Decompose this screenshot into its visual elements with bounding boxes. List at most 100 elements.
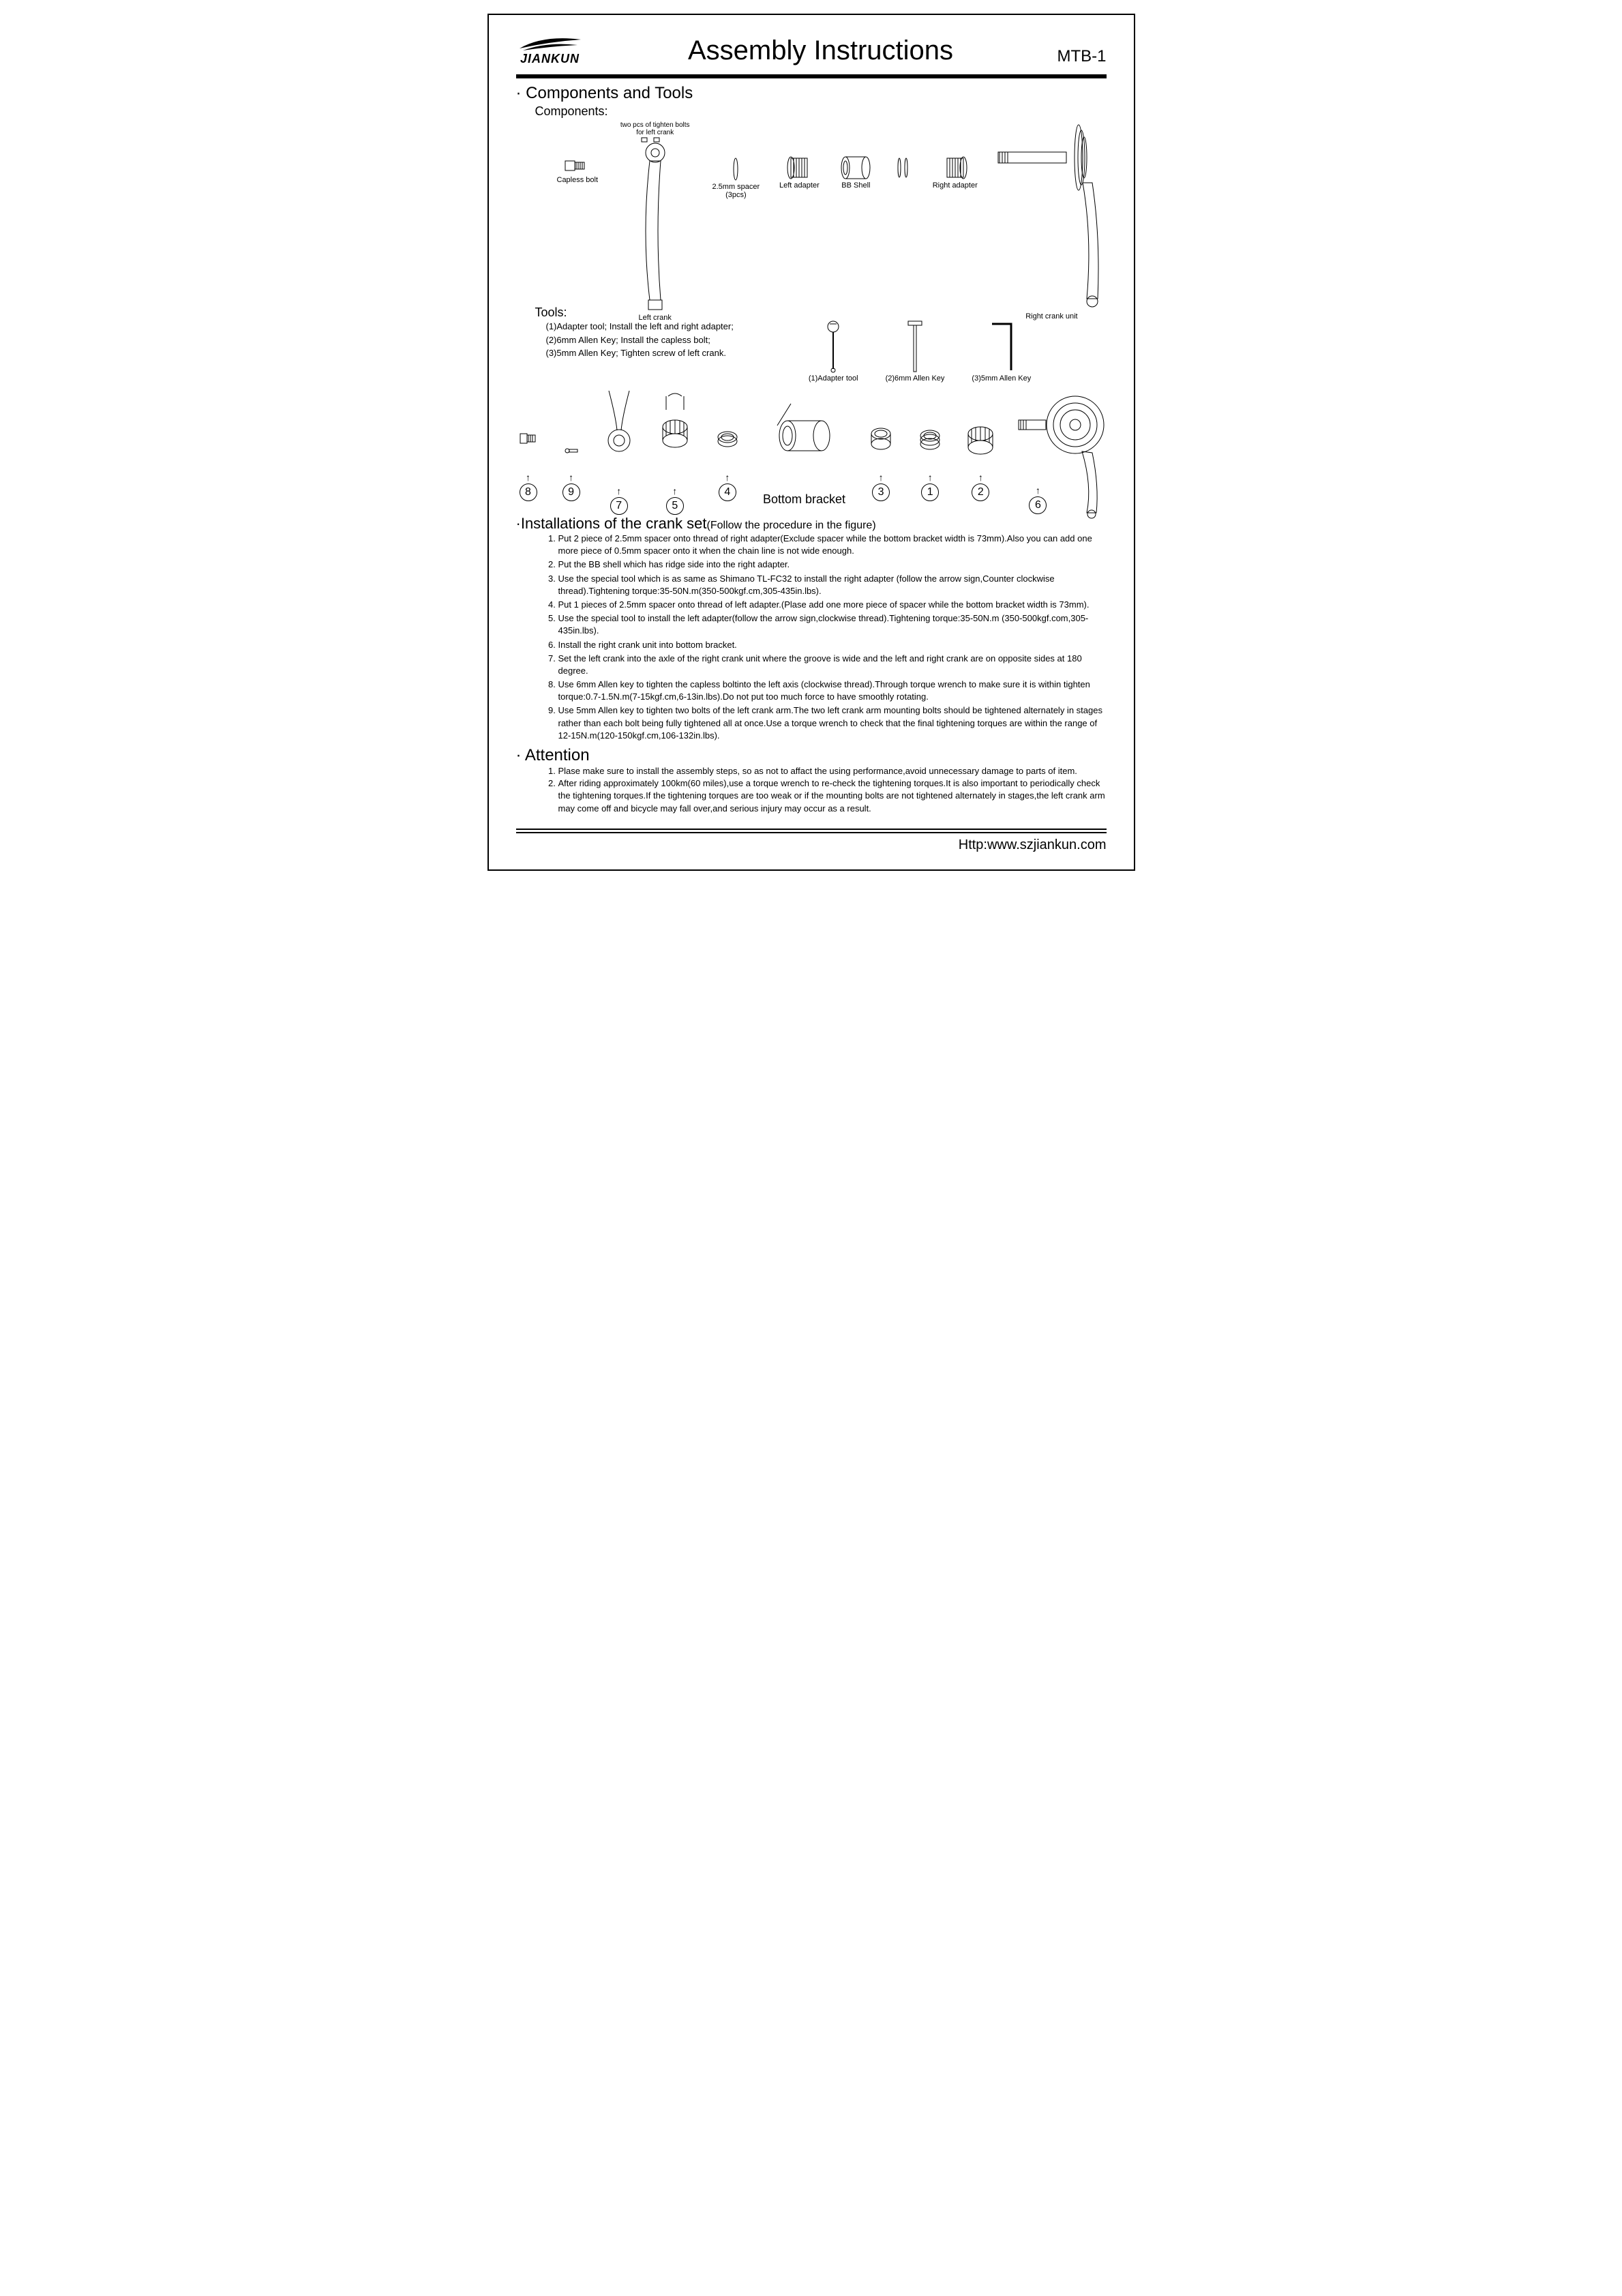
- exp-4: ↑ 4: [714, 403, 741, 501]
- exp-8: ↑ 8: [516, 403, 541, 501]
- tools-list: (1)Adapter tool; Install the left and ri…: [546, 320, 734, 360]
- tools-icons: (1)Adapter tool (2)6mm Allen Key (3)5mm …: [809, 320, 1031, 383]
- spacer-label: 2.5mm spacer (3pcs): [712, 183, 760, 199]
- install-subtitle: (Follow the procedure in the figure): [707, 520, 876, 531]
- allen6-label: (2)6mm Allen Key: [886, 374, 945, 383]
- right-crank-icon: [997, 121, 1106, 312]
- adapter-tool-icon: [823, 320, 843, 374]
- allen6-icon: [905, 320, 925, 374]
- comp-washers: [892, 155, 913, 180]
- attention-step: Plase make sure to install the assembly …: [558, 765, 1107, 777]
- exp-spacer4-icon: [714, 403, 741, 471]
- install-steps-list: Put 2 piece of 2.5mm spacer onto thread …: [546, 533, 1107, 742]
- left-adapter-icon: [785, 154, 813, 181]
- left-crank-icon: [635, 136, 676, 314]
- logo: JIANKUN: [516, 31, 584, 66]
- arrow-icon: ↑: [1036, 486, 1040, 495]
- install-step: Use 6mm Allen key to tighten the capless…: [558, 679, 1107, 703]
- spacer-icon: [722, 155, 749, 183]
- num-4: 4: [719, 483, 736, 501]
- num-1: 1: [921, 483, 939, 501]
- right-adapter-icon: [942, 154, 969, 181]
- logo-swoosh-icon: [516, 31, 584, 52]
- comp-capless-bolt: Capless bolt: [557, 155, 599, 184]
- install-step: Put 2 piece of 2.5mm spacer onto thread …: [558, 533, 1107, 557]
- exp-2: ↑ 2: [965, 403, 995, 501]
- components-label: Components:: [535, 104, 1107, 119]
- adapter-tool-label: (1)Adapter tool: [809, 374, 858, 383]
- header-rule: [516, 74, 1107, 78]
- num-7: 7: [610, 497, 628, 515]
- arrow-icon: ↑: [879, 473, 884, 482]
- allen5-icon: [988, 320, 1015, 374]
- exploded-figure: ↑ 8 ↑ 9 ↑ 7: [516, 389, 1107, 515]
- arrow-icon: ↑: [978, 473, 983, 482]
- arrow-icon: ↑: [928, 473, 933, 482]
- arrow-icon: ↑: [569, 473, 573, 482]
- washers-icon: [892, 155, 913, 180]
- install-step: Put 1 pieces of 2.5mm spacer onto thread…: [558, 599, 1107, 611]
- comp-left-adapter: Left adapter: [779, 154, 820, 190]
- attention-list: Plase make sure to install the assembly …: [546, 765, 1107, 815]
- tool-allen6: (2)6mm Allen Key: [886, 320, 945, 383]
- arrow-icon: ↑: [616, 486, 621, 496]
- exp-leftadapter-icon: [658, 389, 692, 485]
- exp-1: ↑ 1: [916, 403, 944, 501]
- exp-3: ↑ 3: [867, 403, 895, 501]
- tool-allen5: (3)5mm Allen Key: [972, 320, 1031, 383]
- exp-bbshell-icon: [867, 403, 895, 471]
- section-attention: Attention: [516, 746, 1107, 765]
- components-figure: Capless bolt two pcs of tighten bolts fo…: [557, 121, 1107, 322]
- comp-left-crank: two pcs of tighten bolts for left crank …: [618, 121, 693, 322]
- footer-rule: [516, 829, 1107, 830]
- header-row: JIANKUN Assembly Instructions MTB-1: [516, 31, 1107, 72]
- install-step: Put the BB shell which has ridge side in…: [558, 558, 1107, 571]
- install-step: Set the left crank into the axle of the …: [558, 653, 1107, 677]
- comp-spacer: 2.5mm spacer (3pcs): [712, 155, 760, 199]
- tool-list-2: (2)6mm Allen Key; Install the capless bo…: [546, 333, 734, 347]
- tool-adapter: (1)Adapter tool: [809, 320, 858, 383]
- install-title: Installations of the crank set: [516, 515, 707, 532]
- arrow-icon: ↑: [526, 473, 530, 482]
- logo-text: JIANKUN: [520, 52, 580, 66]
- num-2: 2: [972, 483, 989, 501]
- exp-screw-icon: [563, 403, 580, 471]
- capless-bolt-label: Capless bolt: [557, 176, 599, 184]
- exp-bolt-icon: [516, 403, 541, 471]
- tools-row: (1)Adapter tool; Install the left and ri…: [535, 320, 1107, 383]
- install-step: Use the special tool which is as same as…: [558, 573, 1107, 597]
- comp-bb-shell: BB Shell: [839, 154, 873, 190]
- exp-bb: Bottom bracket: [763, 398, 845, 507]
- install-step: Use the special tool to install the left…: [558, 612, 1107, 637]
- num-8: 8: [520, 483, 537, 501]
- num-5: 5: [666, 497, 684, 515]
- model-label: MTB-1: [1057, 47, 1107, 66]
- capless-bolt-icon: [564, 155, 591, 176]
- bb-shell-icon: [839, 154, 873, 181]
- page: JIANKUN Assembly Instructions MTB-1 Comp…: [487, 14, 1135, 871]
- comp-right-adapter: Right adapter: [933, 154, 978, 190]
- footer-url: Http:www.szjiankun.com: [516, 837, 1107, 853]
- left-adapter-label: Left adapter: [779, 181, 820, 190]
- arrow-icon: ↑: [672, 486, 677, 496]
- footer-rule: [516, 832, 1107, 833]
- tool-list-3: (3)5mm Allen Key; Tighten screw of left …: [546, 346, 734, 360]
- exp-rightadapter-icon: [965, 403, 995, 471]
- exp-bb-icon: [770, 398, 839, 473]
- section-components-tools: Components and Tools: [516, 84, 1107, 103]
- exp-6: ↑ 6: [1017, 390, 1106, 514]
- bolts-label: two pcs of tighten bolts for left crank: [618, 121, 693, 136]
- exp-spacer1-icon: [916, 403, 944, 471]
- arrow-icon: ↑: [725, 473, 730, 482]
- main-title: Assembly Instructions: [598, 35, 1044, 66]
- exp-7: ↑ 7: [602, 389, 636, 515]
- num-9: 9: [562, 483, 580, 501]
- exp-9: ↑ 9: [562, 403, 580, 501]
- bb-shell-label: BB Shell: [841, 181, 870, 190]
- bb-label: Bottom bracket: [763, 492, 845, 507]
- tool-list-1: (1)Adapter tool; Install the left and ri…: [546, 320, 734, 333]
- comp-right-crank: Right crank unit: [997, 121, 1106, 320]
- exp-5: ↑ 5: [658, 389, 692, 515]
- install-step: Use 5mm Allen key to tighten two bolts o…: [558, 704, 1107, 742]
- right-crank-label: Right crank unit: [1025, 312, 1077, 320]
